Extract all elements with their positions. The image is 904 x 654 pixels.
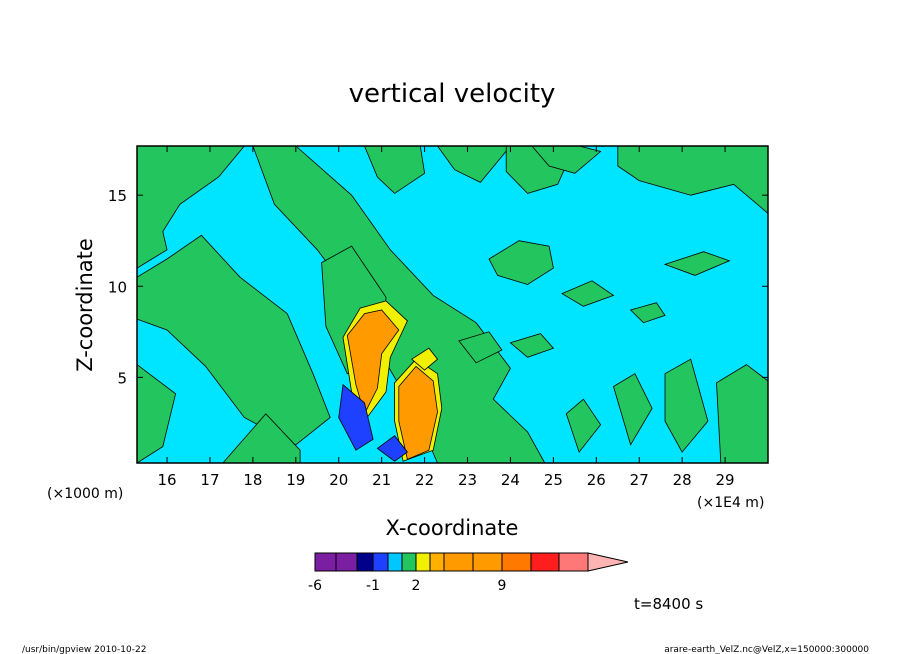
contour-region-green-16 bbox=[629, 302, 666, 324]
x-axis-ticks: 16 17 18 19 20 21 22 23 24 25 26 27 28 29 bbox=[158, 146, 735, 489]
colorbar-segment bbox=[443, 552, 474, 572]
x-tick-label: 22 bbox=[415, 471, 434, 489]
colorbar-segment bbox=[472, 552, 503, 572]
colorbar-label: -1 bbox=[366, 578, 380, 594]
x-axis-unit-right: (×1E4 m) bbox=[697, 495, 764, 511]
x-tick-label: 16 bbox=[158, 471, 177, 489]
chart-title: vertical velocity bbox=[349, 79, 556, 109]
x-axis-unit-left: (×1000 m) bbox=[47, 486, 123, 502]
contour-region-green-17 bbox=[664, 358, 709, 453]
colorbar-segment bbox=[314, 552, 337, 572]
x-tick-label: 28 bbox=[673, 471, 692, 489]
colorbar: -6 -1 2 9 bbox=[308, 552, 629, 594]
footer-right: arare-earth_VelZ.nc@VelZ,x=150000:300000 bbox=[664, 645, 869, 654]
x-tick-label: 23 bbox=[458, 471, 477, 489]
y-tick-label: 10 bbox=[108, 278, 127, 296]
colorbar-segment bbox=[401, 552, 417, 572]
contour-region-green-18 bbox=[716, 364, 769, 464]
y-axis-ticks: 5 10 15 bbox=[108, 187, 768, 387]
contour-plot: 16 17 18 19 20 21 22 23 24 25 26 27 28 29 5 10 15 bbox=[108, 145, 769, 489]
footer-left: /usr/bin/gpview 2010-10-22 bbox=[22, 645, 146, 654]
x-tick-label: 19 bbox=[286, 471, 305, 489]
x-tick-label: 17 bbox=[200, 471, 219, 489]
contour-region-green-0 bbox=[136, 145, 246, 269]
contour-region-orange-24 bbox=[398, 365, 438, 460]
colorbar-segment bbox=[558, 552, 589, 572]
x-tick-label: 25 bbox=[544, 471, 563, 489]
x-tick-label: 24 bbox=[501, 471, 520, 489]
plot-frame bbox=[136, 145, 769, 464]
x-tick-label: 18 bbox=[243, 471, 262, 489]
colorbar-segment bbox=[530, 552, 560, 572]
contour-region-green-12 bbox=[663, 251, 731, 276]
colorbar-segment bbox=[415, 552, 431, 572]
colorbar-label: 9 bbox=[498, 578, 507, 594]
colorbar-segment bbox=[356, 552, 374, 572]
x-tick-label: 20 bbox=[329, 471, 348, 489]
colorbar-segment bbox=[387, 552, 403, 572]
contour-region-green-14 bbox=[509, 333, 555, 358]
y-tick-label: 5 bbox=[117, 369, 127, 387]
contour-region-green-15 bbox=[458, 331, 503, 364]
x-tick-label: 27 bbox=[630, 471, 649, 489]
colorbar-segment bbox=[335, 552, 358, 572]
colorbar-label: 2 bbox=[412, 578, 421, 594]
contour-region-green-1 bbox=[136, 234, 331, 446]
colorbar-label: -6 bbox=[308, 578, 322, 594]
contour-region-yellow-25 bbox=[411, 347, 439, 371]
y-tick-label: 15 bbox=[108, 187, 127, 205]
colorbar-arrow bbox=[587, 552, 629, 572]
time-label: t=8400 s bbox=[634, 595, 703, 613]
contour-regions bbox=[136, 145, 769, 464]
x-tick-label: 26 bbox=[587, 471, 606, 489]
contour-region-green-13 bbox=[561, 280, 615, 307]
contour-region-green-11 bbox=[488, 240, 554, 285]
x-tick-label: 29 bbox=[716, 471, 735, 489]
colorbar-segment bbox=[429, 552, 445, 572]
y-axis-label: Z-coordinate bbox=[73, 238, 97, 372]
contour-region-blue-26 bbox=[338, 383, 374, 451]
x-axis-label: X-coordinate bbox=[386, 516, 519, 540]
colorbar-segment bbox=[372, 552, 389, 572]
contour-region-orange-22 bbox=[346, 309, 400, 415]
x-tick-label: 21 bbox=[372, 471, 391, 489]
contour-region-green-19 bbox=[565, 398, 602, 453]
contour-region-blue-27 bbox=[376, 435, 408, 462]
contour-region-green-20 bbox=[613, 373, 653, 446]
colorbar-segment bbox=[501, 552, 532, 572]
